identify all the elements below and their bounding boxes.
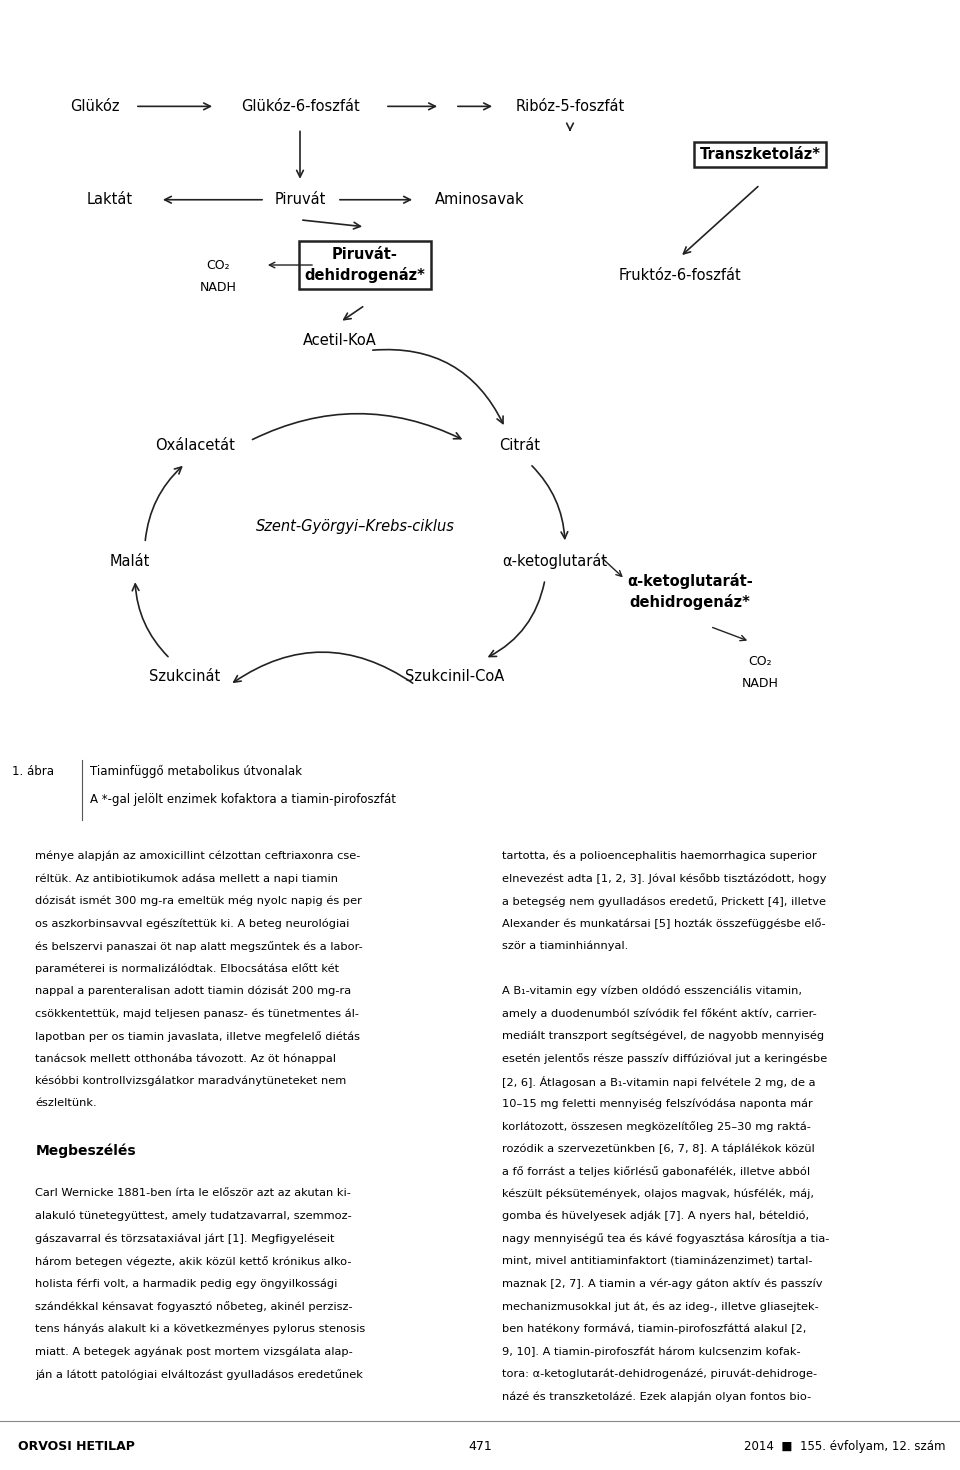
Text: Malát: Malát (109, 554, 150, 569)
Text: tora: α-ketoglutarát-dehidrogenázé, piruvát-dehidroge-: tora: α-ketoglutarát-dehidrogenázé, piru… (501, 1369, 817, 1379)
Text: elnevezést adta [1, 2, 3]. Jóval később tisztázódott, hogy: elnevezést adta [1, 2, 3]. Jóval később … (501, 873, 826, 883)
Text: Ribóz-5-foszfát: Ribóz-5-foszfát (516, 98, 625, 113)
Text: alakuló tünetegyüttest, amely tudatzavarral, szemmoz-: alakuló tünetegyüttest, amely tudatzavar… (36, 1211, 352, 1222)
Text: amely a duodenumból szívódik fel főként aktív, carrier-: amely a duodenumból szívódik fel főként … (501, 1008, 816, 1019)
Text: mediált transzport segítségével, de nagyobb mennyiség: mediált transzport segítségével, de nagy… (501, 1030, 824, 1041)
Text: tanácsok mellett otthonába távozott. Az öt hónappal: tanácsok mellett otthonába távozott. Az … (36, 1054, 336, 1064)
Text: 10–15 mg feletti mennyiség felszívódása naponta már: 10–15 mg feletti mennyiség felszívódása … (501, 1098, 812, 1108)
Text: holista férfi volt, a harmadik pedig egy öngyilkossági: holista férfi volt, a harmadik pedig egy… (36, 1279, 338, 1289)
Text: tens hányás alakult ki a következményes pylorus stenosis: tens hányás alakult ki a következményes … (36, 1323, 366, 1335)
Text: α-ketoglutarát-
dehidrogenáz*: α-ketoglutarát- dehidrogenáz* (627, 573, 753, 610)
Text: Laktát: Laktát (87, 193, 133, 207)
Text: csökkentettük, majd teljesen panasz- és tünetmentes ál-: csökkentettük, majd teljesen panasz- és … (36, 1008, 359, 1019)
Text: készült péksütemények, olajos magvak, húsfélék, máj,: készült péksütemények, olajos magvak, hú… (501, 1188, 813, 1200)
Text: Transzketoláz*: Transzketoláz* (700, 147, 821, 162)
Text: miatt. A betegek agyának post mortem vizsgálata alap-: miatt. A betegek agyának post mortem viz… (36, 1347, 353, 1357)
Text: α-ketoglutarát: α-ketoglutarát (502, 553, 608, 569)
Text: korlátozott, összesen megközelítőleg 25–30 mg raktá-: korlátozott, összesen megközelítőleg 25–… (501, 1120, 810, 1132)
Text: ORVOSI HETILAP: ORVOSI HETILAP (18, 1441, 134, 1452)
Text: CO₂: CO₂ (748, 656, 772, 669)
Text: három betegen végezte, akik közül kettő krónikus alko-: három betegen végezte, akik közül kettő … (36, 1255, 352, 1267)
Text: a betegség nem gyulladásos eredetű, Prickett [4], illetve: a betegség nem gyulladásos eredetű, Pric… (501, 895, 826, 907)
Text: os aszkorbinsavval egészítettük ki. A beteg neurológiai: os aszkorbinsavval egészítettük ki. A be… (36, 919, 349, 929)
Text: [2, 6]. Átlagosan a B₁-vitamin napi felvétele 2 mg, de a: [2, 6]. Átlagosan a B₁-vitamin napi felv… (501, 1076, 815, 1088)
Text: Glükóz-6-foszfát: Glükóz-6-foszfát (241, 98, 359, 113)
Text: dózisát ismét 300 mg-ra emeltük még nyolc napig és per: dózisát ismét 300 mg-ra emeltük még nyol… (36, 895, 362, 906)
Text: Megbeszélés: Megbeszélés (36, 1144, 136, 1158)
Text: mechanizmusokkal jut át, és az ideg-, illetve gliasejtek-: mechanizmusokkal jut át, és az ideg-, il… (501, 1301, 818, 1311)
Text: Piruvát-
dehidrogenáz*: Piruvát- dehidrogenáz* (304, 247, 425, 284)
Text: A B₁-vitamin egy vízben oldódó esszenciális vitamin,: A B₁-vitamin egy vízben oldódó esszenciá… (501, 986, 802, 997)
Text: A *-gal jelölt enzimek kofaktora a tiamin-pirofoszfát: A *-gal jelölt enzimek kofaktora a tiami… (90, 794, 396, 806)
Text: gászavarral és törzsataxiával járt [1]. Megfigyeléseit: gászavarral és törzsataxiával járt [1]. … (36, 1233, 335, 1244)
Text: észleltünk.: észleltünk. (36, 1098, 97, 1108)
Text: a fő forrást a teljes kiőrlésű gabonafélék, illetve abból: a fő forrást a teljes kiőrlésű gabonafél… (501, 1166, 809, 1177)
Text: lapotban per os tiamin javaslata, illetve megfelelő diétás: lapotban per os tiamin javaslata, illetv… (36, 1030, 360, 1042)
Text: 1. ábra: 1. ábra (12, 764, 54, 778)
Text: szándékkal kénsavat fogyasztó nőbeteg, akinél perzisz-: szándékkal kénsavat fogyasztó nőbeteg, a… (36, 1301, 353, 1313)
Text: nagy mennyiségű tea és kávé fogyasztása károsítja a tia-: nagy mennyiségű tea és kávé fogyasztása … (501, 1233, 828, 1245)
Text: NADH: NADH (741, 678, 779, 691)
Text: Aminosavak: Aminosavak (435, 193, 525, 207)
Text: ménye alapján az amoxicillint célzottan ceftriaxonra cse-: ménye alapján az amoxicillint célzottan … (36, 851, 361, 861)
Text: esetén jelentős része passzív diffúzióval jut a keringésbe: esetén jelentős része passzív diffúzióva… (501, 1054, 827, 1064)
Text: ján a látott patológiai elváltozást gyulladásos eredetűnek: ján a látott patológiai elváltozást gyul… (36, 1369, 363, 1380)
Text: késóbbi kontrollvizsgálatkor maradványtüneteket nem: késóbbi kontrollvizsgálatkor maradványtü… (36, 1076, 347, 1086)
Text: názé és transzketolázé. Ezek alapján olyan fontos bio-: názé és transzketolázé. Ezek alapján oly… (501, 1391, 811, 1402)
Text: Acetil-KoA: Acetil-KoA (303, 332, 377, 348)
Text: és belszervi panaszai öt nap alatt megszűntek és a labor-: és belszervi panaszai öt nap alatt megsz… (36, 941, 363, 951)
Text: Tiaminfüggő metabolikus útvonalak: Tiaminfüggő metabolikus útvonalak (90, 764, 302, 778)
Text: réltük. Az antibiotikumok adása mellett a napi tiamin: réltük. Az antibiotikumok adása mellett … (36, 873, 339, 883)
Text: Carl Wernicke 1881-ben írta le először azt az akutan ki-: Carl Wernicke 1881-ben írta le először a… (36, 1188, 351, 1198)
Text: Citrát: Citrát (499, 438, 540, 453)
Text: 9, 10]. A tiamin-pirofoszfát három kulcsenzim kofak-: 9, 10]. A tiamin-pirofoszfát három kulcs… (501, 1347, 800, 1357)
Text: gomba és hüvelyesek adják [7]. A nyers hal, bételdió,: gomba és hüvelyesek adják [7]. A nyers h… (501, 1211, 808, 1222)
Text: 2014  ■  155. évfolyam, 12. szám: 2014 ■ 155. évfolyam, 12. szám (743, 1441, 945, 1452)
Text: Fruktóz-6-foszfát: Fruktóz-6-foszfát (618, 268, 741, 282)
Text: ESETISMERTETÉS: ESETISMERTETÉS (409, 12, 551, 26)
Text: Oxálacetát: Oxálacetát (156, 438, 235, 453)
Text: ször a tiaminhiánnyal.: ször a tiaminhiánnyal. (501, 941, 628, 951)
Text: ben hatékony formává, tiamin-pirofoszfáttá alakul [2,: ben hatékony formává, tiamin-pirofoszfát… (501, 1323, 805, 1335)
Text: Piruvát: Piruvát (275, 193, 325, 207)
Text: CO₂: CO₂ (206, 259, 229, 272)
Text: Szukcinil-CoA: Szukcinil-CoA (405, 669, 505, 684)
Text: paraméterei is normalizálódtak. Elbocsátása előtt két: paraméterei is normalizálódtak. Elbocsát… (36, 963, 340, 975)
Text: Szukcinát: Szukcinát (150, 669, 221, 684)
Text: maznak [2, 7]. A tiamin a vér-agy gáton aktív és passzív: maznak [2, 7]. A tiamin a vér-agy gáton … (501, 1279, 822, 1289)
Text: NADH: NADH (200, 281, 236, 294)
Text: mint, mivel antitiaminfaktort (tiaminázenzimet) tartal-: mint, mivel antitiaminfaktort (tiamináze… (501, 1255, 812, 1266)
Text: Glükóz: Glükóz (70, 98, 120, 113)
Text: rozódik a szervezetünkben [6, 7, 8]. A táplálékok közül: rozódik a szervezetünkben [6, 7, 8]. A t… (501, 1144, 814, 1154)
Text: 471: 471 (468, 1441, 492, 1452)
Text: tartotta, és a polioencephalitis haemorrhagica superior: tartotta, és a polioencephalitis haemorr… (501, 851, 816, 861)
Text: Alexander és munkatársai [5] hozták összefüggésbe elő-: Alexander és munkatársai [5] hozták össz… (501, 919, 826, 929)
Text: nappal a parenteralisan adott tiamin dózisát 200 mg-ra: nappal a parenteralisan adott tiamin dóz… (36, 986, 351, 997)
Text: Szent-Györgyi–Krebs-ciklus: Szent-Györgyi–Krebs-ciklus (255, 519, 454, 534)
